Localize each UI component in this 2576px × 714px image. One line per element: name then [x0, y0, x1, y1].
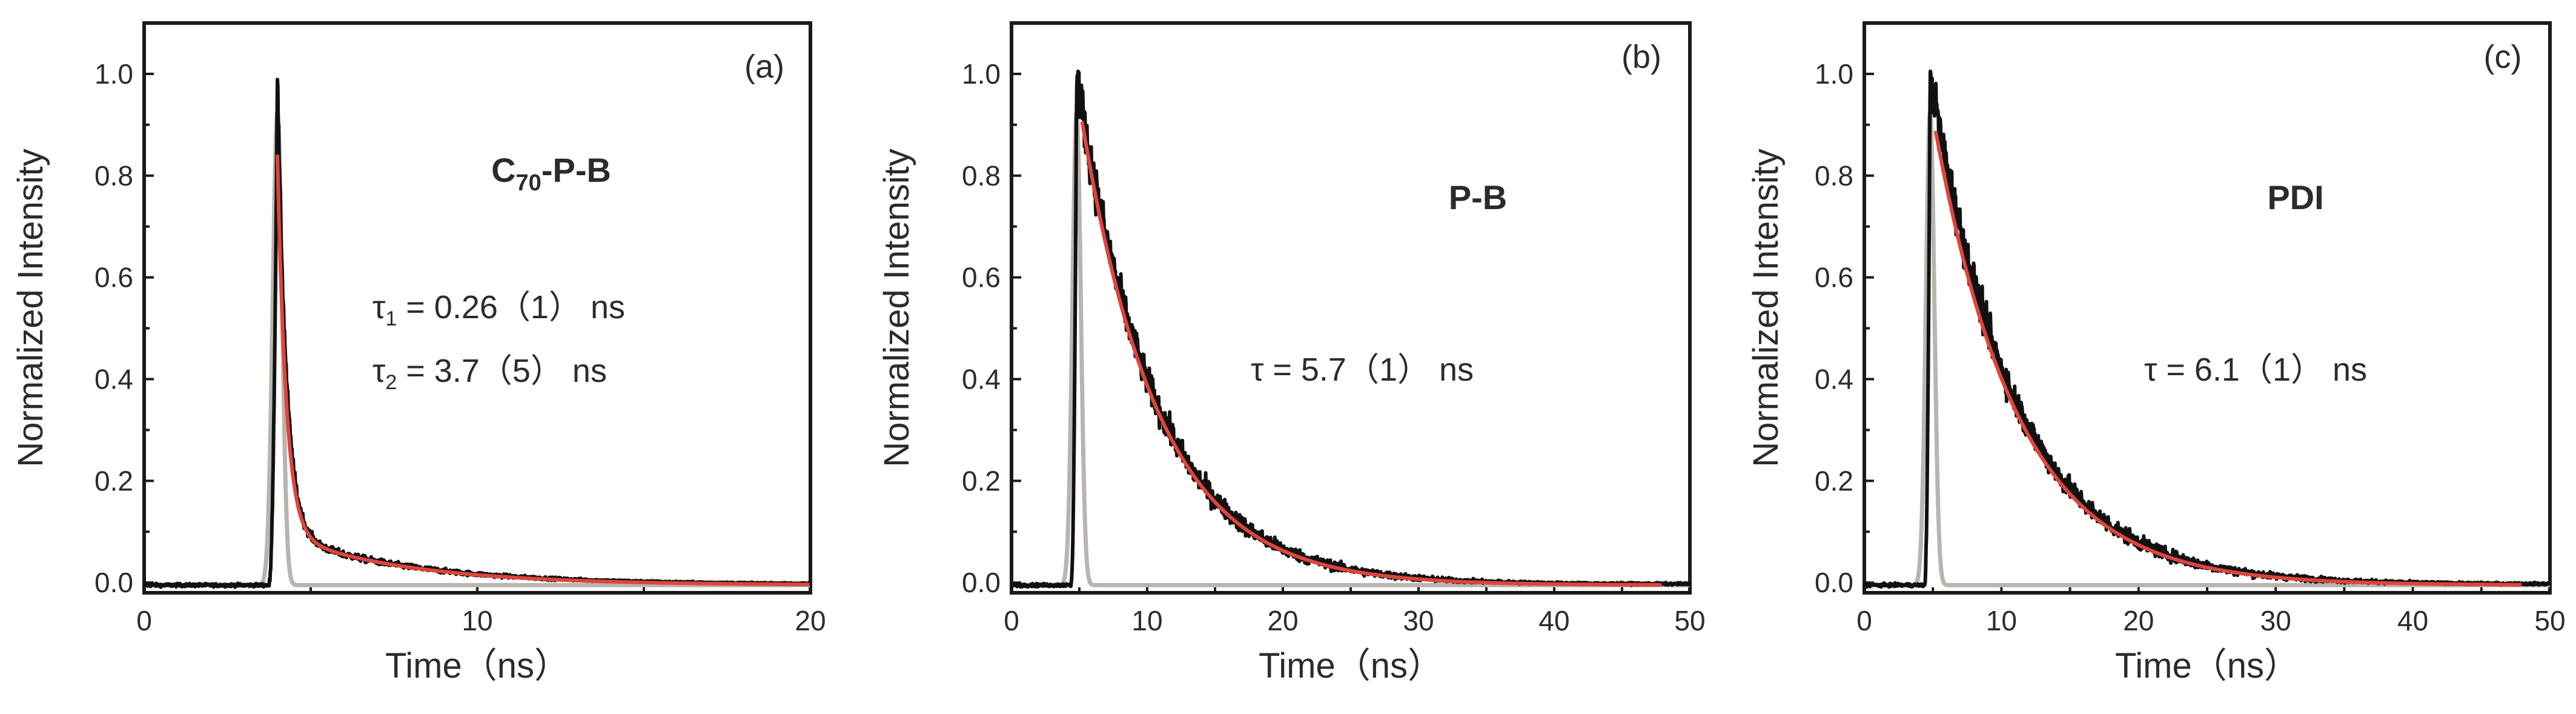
irf-curve [1864, 112, 2550, 587]
y-tick-label: 0.0 [94, 567, 133, 598]
y-axis-label: Normalized Intensity [877, 148, 916, 467]
irf-curve [1012, 112, 1690, 587]
y-axis-label: Normalized Intensity [11, 148, 50, 467]
decay-curve [1010, 69, 1692, 589]
y-tick-label: 0.4 [962, 364, 1001, 395]
plot-frame [1862, 21, 2552, 595]
panel-tag: (b) [1621, 39, 1661, 75]
y-tick-label: 0.0 [1815, 567, 1853, 598]
y-tick-label: 0.8 [1815, 160, 1853, 192]
decay-curve [1862, 69, 2552, 589]
x-tick-label: 40 [1538, 605, 1569, 636]
y-tick-label: 0.8 [94, 160, 133, 192]
y-tick-label: 0.0 [962, 567, 1001, 598]
y-tick-label: 0.6 [962, 262, 1001, 293]
panel-tag: (c) [2484, 39, 2522, 75]
panel-a: 0 10 20 0.0 0.2 0.4 0.6 0.8 1.0 Time（ns） Normalize… [11, 21, 826, 686]
decay-curve [142, 78, 812, 589]
y-tick-label: 1.0 [94, 58, 133, 90]
panel-tag: (a) [744, 48, 784, 85]
lifetime-annotation: τ1 = 0.26（1） ns [372, 289, 625, 330]
x-tick-label: 0 [1856, 605, 1872, 636]
x-axis-label: Time（ns） [2115, 646, 2299, 686]
x-tick-label: 40 [2397, 605, 2428, 636]
y-tick-label: 0.2 [1815, 465, 1853, 496]
y-tick-label: 0.6 [1815, 262, 1853, 293]
x-tick-label: 30 [1403, 605, 1434, 636]
irf-curve [144, 112, 810, 587]
x-tick-label: 50 [1674, 605, 1705, 636]
y-axis-label: Normalized Intensity [1746, 148, 1786, 467]
fit-curve [1080, 121, 1662, 587]
y-tick-label: 0.6 [94, 262, 133, 293]
y-tick-label: 1.0 [962, 58, 1001, 90]
y-tick-label: 1.0 [1815, 58, 1853, 90]
x-tick-label: 20 [1267, 605, 1298, 636]
lifetime-annotation: τ = 6.1（1） ns [2144, 352, 2367, 388]
x-tick-label: 20 [795, 605, 826, 636]
x-tick-label: 10 [1131, 605, 1162, 636]
y-tick-label: 0.8 [962, 160, 1001, 192]
x-tick-label: 20 [2123, 605, 2154, 636]
x-tick-label: 50 [2534, 605, 2565, 636]
sample-label: P-B [1449, 178, 1507, 216]
x-tick-label: 0 [1004, 605, 1019, 636]
x-tick-label: 30 [2260, 605, 2291, 636]
y-tick-label: 0.4 [94, 364, 133, 395]
x-tick-label: 10 [1986, 605, 2017, 636]
y-tick-label: 0.2 [962, 465, 1001, 496]
y-tick-label: 0.2 [94, 465, 133, 496]
lifetime-annotation: τ2 = 3.7（5） ns [372, 353, 607, 394]
plot-frame [1010, 21, 1692, 595]
fit-curve [1933, 130, 2522, 587]
lifetime-annotation: τ = 5.7（1） ns [1251, 352, 1474, 388]
fit-curve [276, 155, 810, 587]
sample-label: PDI [2267, 178, 2323, 216]
sample-label: C70-P-B [491, 151, 611, 196]
x-tick-label: 10 [462, 605, 492, 636]
x-axis-label: Time（ns） [385, 646, 569, 686]
panel-b: 0 10 20 30 40 50 0.0 0.2 0.4 0.6 0.8 1.0 Time（ns） Nor… [877, 21, 1706, 686]
x-axis-label: Time（ns） [1259, 646, 1443, 686]
x-tick-label: 0 [136, 605, 152, 636]
y-tick-label: 0.4 [1815, 364, 1853, 395]
panel-c: 0 10 20 30 40 50 0.0 0.2 0.4 0.6 0.8 1.0 Time（ns） Nor… [1746, 21, 2566, 686]
